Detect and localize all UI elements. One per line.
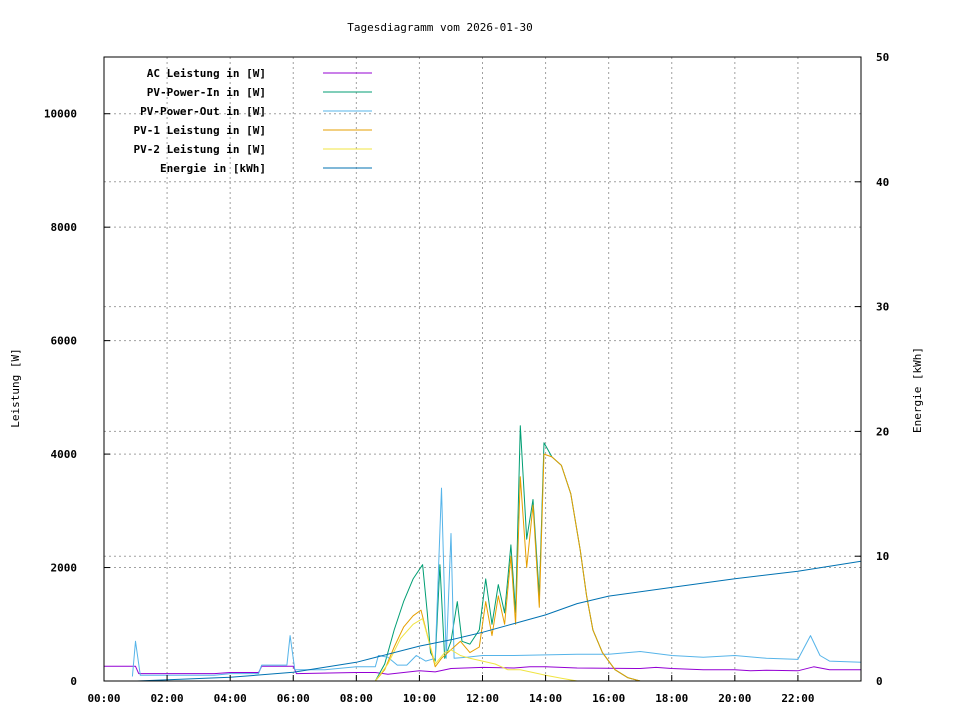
x-tick-label: 20:00	[718, 692, 751, 705]
x-tick-label: 02:00	[151, 692, 184, 705]
legend-label: PV-1 Leistung in [W]	[134, 124, 266, 137]
y-tick-label: 8000	[51, 221, 78, 234]
y-tick-label: 4000	[51, 448, 78, 461]
grid	[104, 57, 861, 681]
legend-label: Energie in [kWh]	[160, 162, 266, 175]
x-tick-label: 22:00	[781, 692, 814, 705]
legend-label: PV-Power-Out in [W]	[140, 105, 266, 118]
y2-axis-label: Energie [kWh]	[911, 347, 924, 433]
x-tick-label: 10:00	[403, 692, 436, 705]
series-line	[137, 560, 862, 682]
y2-tick-label: 40	[876, 176, 889, 189]
x-tick-label: 12:00	[466, 692, 499, 705]
legend-label: PV-2 Leistung in [W]	[134, 143, 266, 156]
legend: AC Leistung in [W] PV-Power-In in [W] PV-P…	[134, 67, 372, 175]
y-tick-label: 6000	[51, 335, 78, 348]
y-tick-label: 0	[70, 675, 77, 688]
y-tick-label: 2000	[51, 562, 78, 575]
plot-lines	[104, 425, 862, 682]
legend-label: AC Leistung in [W]	[147, 67, 266, 80]
series-line	[131, 487, 862, 677]
y-axis-label: Leistung [W]	[9, 348, 22, 427]
y-tick-label: 10000	[44, 108, 77, 121]
y2-tick-label: 30	[876, 301, 889, 314]
x-tick-label: 14:00	[529, 692, 562, 705]
series-line	[374, 618, 578, 682]
y2-tick-label: 0	[876, 675, 883, 688]
y2-tick-label: 50	[876, 51, 889, 64]
legend-label: PV-Power-In in [W]	[147, 86, 266, 99]
y2-tick-label: 10	[876, 550, 889, 563]
y2-tick-label: 20	[876, 425, 889, 438]
x-tick-label: 00:00	[87, 692, 120, 705]
x-tick-label: 18:00	[655, 692, 688, 705]
x-tick-label: 04:00	[214, 692, 247, 705]
x-tick-label: 06:00	[277, 692, 310, 705]
x-tick-label: 16:00	[592, 692, 625, 705]
x-tick-label: 08:00	[340, 692, 373, 705]
chart-title: Tagesdiagramm vom 2026-01-30	[347, 21, 532, 34]
axes: 00:00 02:00 04:00 06:00 08:00 10:00 12:00 14:00…	[44, 51, 889, 705]
